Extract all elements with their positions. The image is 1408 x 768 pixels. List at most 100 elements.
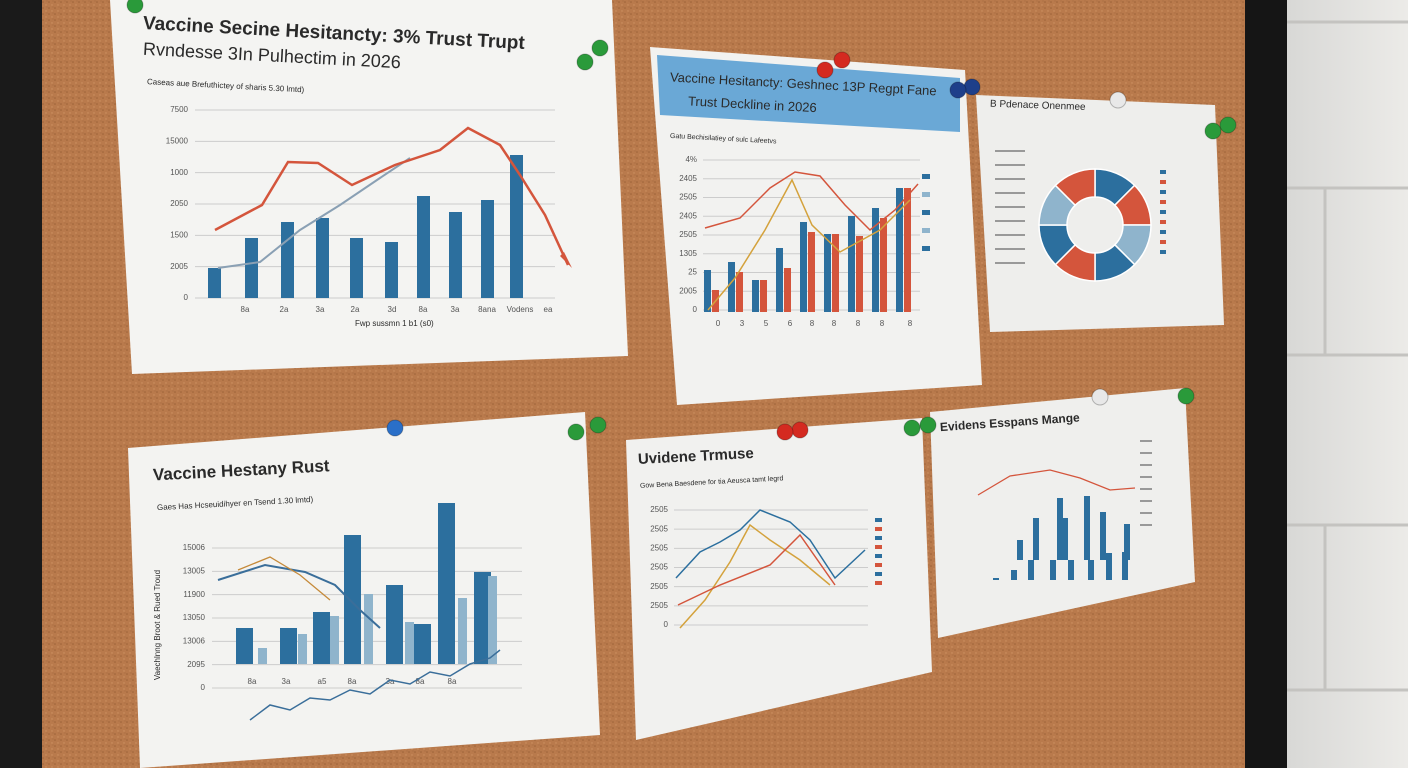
bar <box>704 270 711 312</box>
y-tick-label: 13050 <box>183 613 206 622</box>
push-pin <box>963 78 981 96</box>
bar <box>776 248 783 312</box>
bar <box>344 535 361 664</box>
bar <box>280 628 297 664</box>
push-pin <box>386 419 404 437</box>
x-tick-label: 8 <box>832 319 837 328</box>
trend-line <box>249 649 501 721</box>
legend-line <box>1140 452 1152 454</box>
push-pin <box>816 61 834 79</box>
bar <box>236 628 253 664</box>
bar <box>1124 524 1130 560</box>
push-pin <box>1109 91 1127 109</box>
push-pin <box>1219 116 1237 134</box>
legend-line <box>995 178 1025 180</box>
y-tick-label: 1305 <box>679 249 697 258</box>
y-tick-label: 1500 <box>170 230 188 239</box>
x-tick-label: 3a <box>316 305 325 314</box>
x-tick-label: 0 <box>716 319 721 328</box>
legend-line <box>995 164 1025 166</box>
bar <box>385 242 398 298</box>
legend-swatch <box>875 581 882 585</box>
x-tick-label: 8 <box>856 319 861 328</box>
y-tick-label: 2405 <box>679 211 697 220</box>
push-pin <box>919 416 937 434</box>
legend-swatch <box>875 572 882 576</box>
legend-swatch <box>1160 220 1166 224</box>
y-tick-label: 2050 <box>170 199 188 208</box>
bar <box>316 218 329 298</box>
push-pin <box>1091 388 1109 406</box>
legend-line <box>995 262 1025 264</box>
push-pin <box>833 51 851 69</box>
bar <box>417 196 430 298</box>
paper <box>110 0 628 374</box>
legend-swatch <box>875 518 882 522</box>
legend-swatch <box>875 563 882 567</box>
bar <box>752 280 759 312</box>
legend-line <box>1140 440 1152 442</box>
legend-line <box>1140 464 1152 466</box>
legend-line <box>995 206 1025 208</box>
legend-line <box>995 248 1025 250</box>
y-tick-label: 15000 <box>166 136 189 145</box>
legend-line <box>995 150 1025 152</box>
bar <box>438 503 455 664</box>
legend-swatch <box>1160 210 1166 214</box>
y-tick-label: 2505 <box>650 563 668 572</box>
bar <box>458 598 467 664</box>
legend-swatch <box>1160 190 1166 194</box>
y-tick-label: 2505 <box>650 543 668 552</box>
legend-line <box>995 220 1025 222</box>
title: B Pdenace Onenmee <box>990 99 1086 113</box>
bar <box>736 272 743 312</box>
paper <box>650 47 982 405</box>
bar <box>449 212 462 298</box>
legend-line <box>995 192 1025 194</box>
bar <box>281 222 294 298</box>
x-tick-label: 6 <box>788 319 793 328</box>
bar <box>1050 560 1056 580</box>
bar <box>760 280 767 312</box>
title: Trust Deckline in 2026 <box>688 93 817 115</box>
bar <box>800 222 807 312</box>
x-tick-label: 8 <box>810 319 815 328</box>
bar <box>784 268 791 312</box>
legend-swatch <box>875 554 882 558</box>
y-tick-label: 2505 <box>650 524 668 533</box>
legend-swatch <box>922 210 930 215</box>
y-tick-label: 0 <box>664 620 669 629</box>
y-tick-label: 2005 <box>679 286 697 295</box>
paper <box>626 418 932 740</box>
y-tick-label: 0 <box>693 305 698 314</box>
bar <box>414 624 431 664</box>
y-tick-label: 2505 <box>679 230 697 239</box>
x-tick-label: 8a <box>419 305 428 314</box>
trend-line <box>677 533 836 606</box>
bar <box>1033 518 1039 560</box>
legend-swatch <box>922 246 930 251</box>
y-tick-label: 7500 <box>170 105 188 114</box>
trend-line <box>977 469 1136 496</box>
trend-line <box>217 563 381 629</box>
frame-right <box>1245 0 1287 768</box>
bar <box>245 238 258 298</box>
bar <box>872 208 879 312</box>
donut-segment <box>1054 168 1096 207</box>
bar <box>993 578 999 580</box>
bar <box>856 236 863 312</box>
y-tick-label: 4% <box>685 155 697 164</box>
bar <box>808 232 815 312</box>
bar <box>896 188 903 312</box>
bar <box>848 216 855 312</box>
x-tick-label: 2a <box>280 305 289 314</box>
paper-header <box>657 55 960 132</box>
x-tick-label: 5 <box>764 319 769 328</box>
x-tick-label: 3d <box>388 305 397 314</box>
bar <box>1100 512 1106 560</box>
push-pin <box>776 423 794 441</box>
legend-swatch <box>875 527 882 531</box>
trend-line <box>217 157 411 269</box>
y-tick-label: 2005 <box>170 262 188 271</box>
